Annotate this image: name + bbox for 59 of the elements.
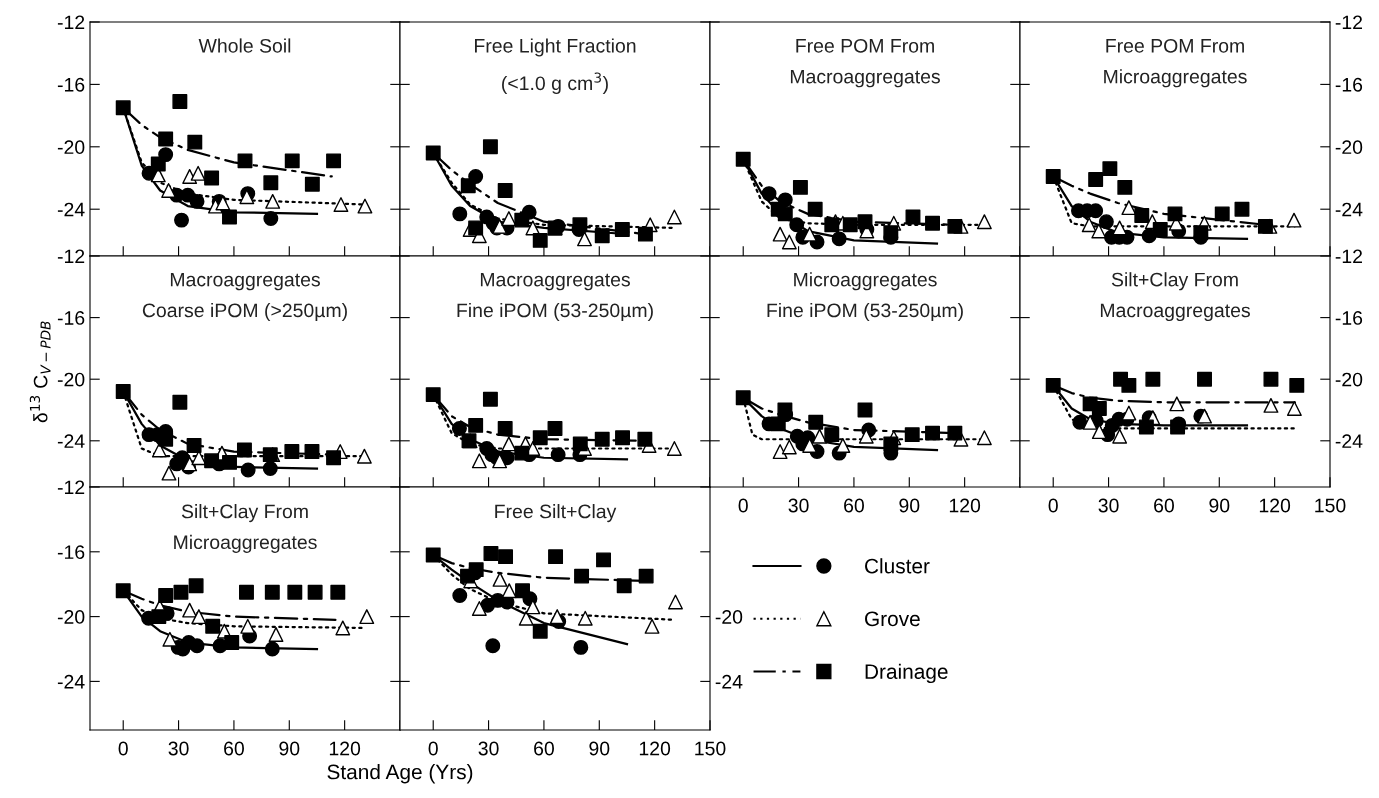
y-tick-label: -20 [1335, 140, 1363, 155]
text: Macroaggregates Fine iPOM (53-250µm) [457, 272, 653, 322]
x-tick-label: 150 [695, 741, 726, 756]
text: Free POM From Microaggregates [1104, 38, 1247, 88]
y-tick-label: -24 [1335, 434, 1363, 448]
y-tick-label: -20 [57, 610, 85, 624]
x-tick-label: 60 [224, 741, 244, 756]
x-tick-label: 30 [478, 741, 499, 756]
y-tick-label: -12 [1335, 15, 1362, 30]
y-tick-label: -20 [1335, 372, 1363, 387]
x-tick-label: 0 [428, 741, 438, 756]
x-tick-label: 60 [1154, 498, 1174, 513]
x-tick-label: 90 [1209, 498, 1230, 513]
x-tick-label: 30 [168, 741, 189, 756]
legend-label: Drainage [865, 663, 948, 684]
y-tick-label: -20 [715, 610, 743, 624]
text: Free Silt+Clay [495, 504, 617, 523]
text: Silt+Clay From Macroaggregates [1100, 272, 1250, 322]
y-tick-label: -24 [57, 434, 85, 448]
y-tick-label: -24 [715, 674, 743, 689]
x-tick-label: 0 [118, 741, 128, 756]
x-tick-label: 60 [534, 741, 554, 756]
y-tick-label: -20 [57, 372, 85, 387]
text: Free POM From Macroaggregates [790, 38, 940, 88]
text: Microaggregates Fine iPOM (53-250µm) [767, 272, 963, 322]
text: Whole Soil [198, 38, 291, 53]
y-tick-label: -24 [57, 674, 85, 689]
x-tick-label: 60 [844, 498, 864, 513]
x-tick-label: 90 [279, 741, 300, 756]
y-tick-label: -16 [1335, 311, 1363, 325]
text: Macroaggregates Coarse iPOM (>250µm) [142, 272, 347, 322]
y-tick-label: -24 [57, 202, 85, 217]
x-tick-label: 120 [639, 741, 671, 756]
y-tick-label: -16 [57, 77, 85, 92]
x-tick-label: 0 [738, 498, 748, 513]
y-tick-label: -16 [1335, 77, 1363, 92]
y-tick-label: -24 [1335, 202, 1363, 217]
y-tick-label: -12 [57, 249, 85, 264]
y-tick-label: -16 [57, 311, 85, 325]
x-tick-label: 120 [329, 741, 361, 756]
y-tick-label: -12 [1335, 249, 1362, 264]
x-tick-label: 30 [788, 498, 809, 513]
x-tick-label: 120 [949, 498, 981, 513]
text: Silt+Clay From Microaggregates [174, 504, 317, 553]
x-axis-title: Stand Age (Yrs) [327, 764, 473, 784]
legend-label: Cluster [865, 558, 930, 574]
y-axis-title: δ$^{13}$ C$_{V−PDB}$ [29, 321, 51, 423]
y-tick-label: -12 [57, 480, 85, 495]
x-tick-label: 120 [1259, 498, 1291, 513]
x-tick-label: 90 [589, 741, 610, 756]
y-tick-label: -16 [57, 545, 85, 560]
x-tick-label: 90 [899, 498, 920, 513]
legend-label: Grove [865, 611, 920, 627]
x-tick-label: 150 [1315, 498, 1346, 513]
y-tick-label: -12 [57, 15, 85, 30]
x-tick-label: 0 [1048, 498, 1058, 513]
text: Free Light Fraction (<1.0 g cm$^{3}$) [475, 38, 636, 95]
y-tick-label: -20 [57, 140, 85, 155]
x-tick-label: 30 [1098, 498, 1119, 513]
